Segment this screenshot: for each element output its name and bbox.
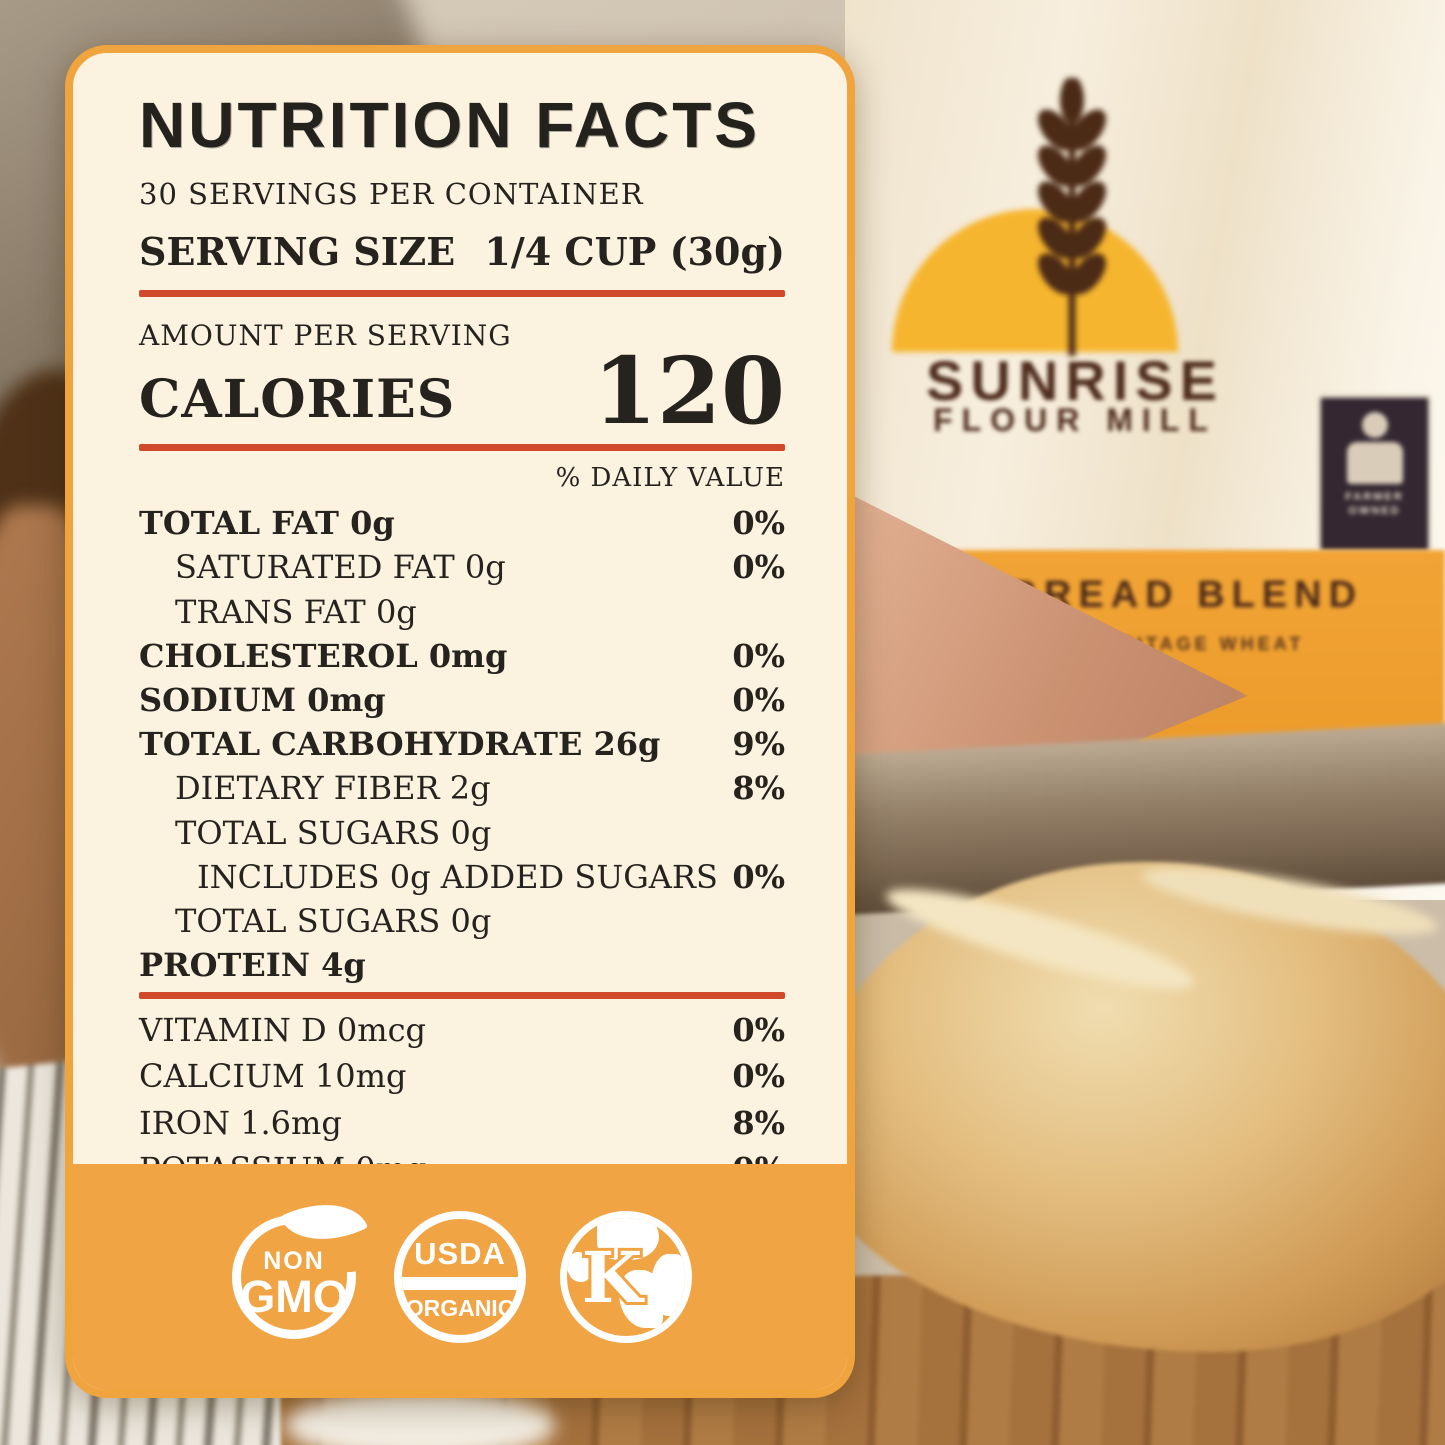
non-gmo-text: NON GMO [240, 1247, 348, 1323]
nutrient-daily-value: 9% [732, 725, 785, 764]
nutrient-name: PROTEIN 4g [139, 946, 366, 985]
certification-badge-band: NON GMO USDA ORGANIC K [73, 1164, 847, 1390]
nutrient-name: CHOLESTEROL 0mg [139, 636, 508, 675]
calories-label: CALORIES [139, 369, 456, 431]
calories-value: 120 [592, 337, 785, 445]
nutrient-row: DIETARY FIBER 2g 8% [139, 771, 785, 806]
vitamin-row: CALCIUM 10mg 0% [139, 1059, 785, 1094]
nutrient-row: TOTAL SUGARS 0g [139, 813, 785, 852]
nutrient-daily-value: 0% [732, 504, 785, 543]
nutrient-name: TOTAL SUGARS 0g [175, 901, 492, 940]
vitamin-name: CALCIUM 10mg [139, 1057, 407, 1096]
kosher-earth-badge: K [560, 1211, 692, 1343]
vitamin-daily-value: 0% [732, 1057, 785, 1096]
vitamin-row: VITAMIN D 0mcg 0% [139, 1013, 785, 1048]
nutrient-name: SATURATED FAT 0g [175, 548, 506, 587]
wheat-icon [1038, 78, 1106, 356]
nutrient-row: CHOLESTEROL 0mg 0% [139, 636, 785, 675]
nutrient-name: TOTAL FAT 0g [139, 504, 395, 543]
non-gmo-badge: NON GMO [206, 1185, 382, 1365]
serving-size-label: SERVING SIZE [139, 229, 456, 274]
amount-per-serving-label: AMOUNT PER SERVING [139, 319, 512, 352]
serving-size-row: SERVING SIZE 1/4 CUP (30g) [139, 229, 785, 274]
usda-label: USDA [414, 1236, 506, 1271]
nutrient-name: TOTAL SUGARS 0g [175, 813, 492, 852]
farmer-figure-body [1346, 442, 1403, 484]
vitamin-name: VITAMIN D 0mcg [139, 1011, 426, 1050]
continent-shape [597, 1218, 659, 1260]
farmer-figure-icon [1361, 412, 1388, 438]
nutrient-row: TOTAL CARBOHYDRATE 26g 9% [139, 725, 785, 764]
nutrient-row: SODIUM 0mg 0% [139, 680, 785, 719]
nutrition-facts-card: NUTRITION FACTS 30 SERVINGS PER CONTAINE… [65, 45, 855, 1398]
nutrient-row: TOTAL SUGARS 0g [139, 901, 785, 940]
nutrient-row: TOTAL FAT 0g 0% [139, 504, 785, 543]
organic-label: ORGANIC [405, 1295, 515, 1321]
flour-dust [285, 1390, 555, 1445]
vitamin-row: IRON 1.6mg 8% [139, 1103, 785, 1142]
calories-row: CALORIES 120 [139, 337, 785, 445]
nutrient-name: TOTAL CARBOHYDRATE 26g [139, 725, 661, 764]
vitamin-rows: VITAMIN D 0mcg 0% CALCIUM 10mg 0% IRON 1… [139, 1013, 785, 1187]
serving-size-value: 1/4 CUP (30g) [484, 229, 785, 274]
nutrition-facts-title: NUTRITION FACTS [139, 89, 760, 161]
divider-rule [139, 992, 785, 1000]
continent-shape [567, 1252, 591, 1282]
divider-rule [139, 444, 785, 452]
nutrient-row: INCLUDES 0g ADDED SUGARS 0% [139, 857, 785, 896]
nutrient-daily-value: 0% [732, 548, 785, 587]
vitamin-name: IRON 1.6mg [139, 1103, 342, 1142]
nutrient-row: SATURATED FAT 0g 0% [139, 550, 785, 585]
farmer-badge-text: FARMER OWNED [1345, 491, 1404, 518]
nutrient-name: SODIUM 0mg [139, 680, 386, 719]
servings-per-container: 30 SERVINGS PER CONTAINER [139, 177, 644, 211]
bag-brand-line1: SUNRISE [926, 349, 1224, 412]
nutrient-name: DIETARY FIBER 2g [175, 769, 491, 808]
usda-divider [402, 1277, 518, 1290]
vitamin-daily-value: 0% [732, 1011, 785, 1050]
vitamin-daily-value: 8% [732, 1103, 785, 1142]
nutrient-row: TRANS FAT 0g [139, 592, 785, 631]
nutrient-daily-value: 8% [732, 769, 785, 808]
nutrition-facts-content: NUTRITION FACTS 30 SERVINGS PER CONTAINE… [73, 53, 847, 1187]
nutrient-name: INCLUDES 0g ADDED SUGARS [197, 857, 718, 896]
nutrient-row: PROTEIN 4g [139, 946, 785, 985]
bag-brand-line2: FLOUR MILL [933, 402, 1217, 438]
daily-value-header: % DAILY VALUE [555, 463, 785, 494]
divider-rule [139, 290, 785, 297]
usda-organic-badge: USDA ORGANIC [394, 1211, 526, 1343]
nutrient-daily-value: 0% [732, 857, 785, 896]
kosher-k-letter: K [579, 1233, 646, 1322]
nutrient-rows: TOTAL FAT 0g 0% SATURATED FAT 0g 0% TRAN… [139, 504, 785, 985]
nutrient-daily-value: 0% [732, 636, 785, 675]
farmer-owned-badge: FARMER OWNED [1318, 395, 1431, 553]
nutrient-name: TRANS FAT 0g [175, 592, 417, 631]
nutrient-daily-value: 0% [732, 680, 785, 719]
